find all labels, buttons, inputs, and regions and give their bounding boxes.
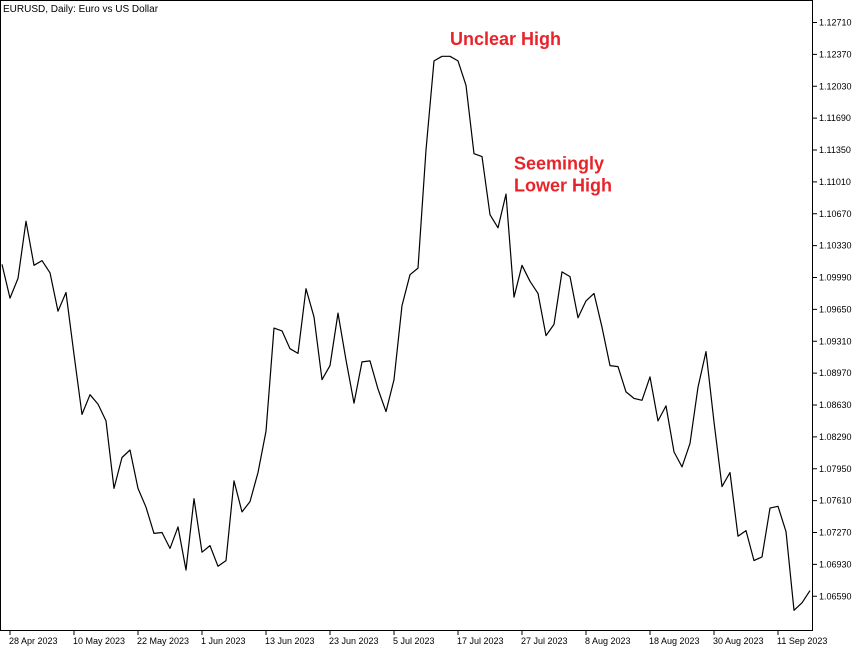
y-tick-label: 1.08970 bbox=[819, 368, 852, 378]
x-tick-label: 8 Aug 2023 bbox=[585, 636, 631, 646]
y-axis: 1.12710 1.12370 1.12030 1.11690 1.11350 1.110… bbox=[813, 18, 852, 601]
x-tick-label: 10 May 2023 bbox=[73, 636, 125, 646]
y-tick-label: 1.08290 bbox=[819, 432, 852, 442]
x-tick-label: 1 Jun 2023 bbox=[201, 636, 246, 646]
y-tick-label: 1.11690 bbox=[819, 113, 851, 123]
x-tick-label: 22 May 2023 bbox=[137, 636, 189, 646]
x-tick-label: 5 Jul 2023 bbox=[393, 636, 435, 646]
y-tick-label: 1.09310 bbox=[819, 336, 852, 346]
x-tick-label: 11 Sep 2023 bbox=[777, 636, 827, 646]
y-tick-label: 1.10670 bbox=[819, 209, 852, 219]
x-tick-label: 17 Jul 2023 bbox=[457, 636, 504, 646]
y-tick-label: 1.06930 bbox=[819, 559, 852, 569]
x-tick-label: 23 Jun 2023 bbox=[329, 636, 379, 646]
price-line bbox=[1, 55, 811, 611]
annotation-label: Seemingly Lower High bbox=[514, 154, 612, 196]
price-series bbox=[1, 55, 811, 611]
x-tick-label: 30 Aug 2023 bbox=[713, 636, 764, 646]
y-tick-label: 1.09650 bbox=[819, 304, 852, 314]
y-tick-label: 1.06590 bbox=[819, 591, 852, 601]
y-tick-label: 1.09990 bbox=[819, 273, 852, 283]
chart-title: EURUSD, Daily: Euro vs US Dollar bbox=[3, 4, 159, 15]
annotation-label: Unclear High bbox=[450, 29, 561, 49]
y-tick-label: 1.10330 bbox=[819, 241, 852, 251]
plot-area bbox=[0, 0, 813, 631]
y-tick-label: 1.07950 bbox=[819, 464, 852, 474]
x-tick-label: 18 Aug 2023 bbox=[649, 636, 700, 646]
y-tick-label: 1.11010 bbox=[819, 177, 851, 187]
y-tick-label: 1.07610 bbox=[819, 496, 852, 506]
y-tick-label: 1.11350 bbox=[819, 145, 851, 155]
y-tick-label: 1.12030 bbox=[819, 81, 852, 91]
y-tick-label: 1.07270 bbox=[819, 528, 852, 538]
annotations: Unclear High Seemingly Lower High bbox=[450, 29, 612, 196]
y-tick-label: 1.12370 bbox=[819, 49, 852, 59]
x-tick-label: 27 Jul 2023 bbox=[521, 636, 568, 646]
x-axis: 28 Apr 2023 10 May 2023 22 May 2023 1 Jun 2… bbox=[9, 631, 827, 646]
y-tick-label: 1.12710 bbox=[819, 18, 852, 28]
y-tick-label: 1.08630 bbox=[819, 400, 852, 410]
x-tick-label: 28 Apr 2023 bbox=[9, 636, 58, 646]
x-tick-label: 13 Jun 2023 bbox=[265, 636, 315, 646]
